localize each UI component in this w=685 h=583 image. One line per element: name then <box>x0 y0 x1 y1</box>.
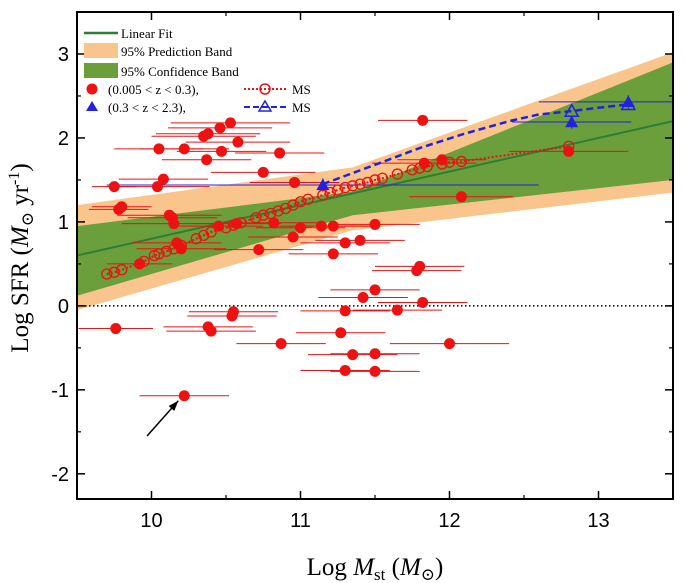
low-z-point <box>215 122 226 133</box>
annotation-arrow <box>147 401 178 436</box>
low-z-point <box>370 366 381 377</box>
low-z-point <box>456 191 467 202</box>
legend-high-z-marker <box>86 101 98 111</box>
legend-ms-low-label: MS <box>292 82 311 97</box>
low-z-point <box>414 261 425 272</box>
low-z-point <box>232 137 243 148</box>
low-z-point <box>206 326 217 337</box>
x-tick-label: 10 <box>140 510 162 532</box>
low-z-point <box>109 181 120 192</box>
low-z-point <box>203 128 214 139</box>
low-z-point <box>340 237 351 248</box>
low-z-point <box>328 221 339 232</box>
x-axis-label: Log Mst (M⊙) <box>307 554 444 583</box>
low-z-point <box>392 305 403 316</box>
low-z-point <box>153 143 164 154</box>
low-z-point <box>176 243 187 254</box>
low-z-point <box>355 235 366 246</box>
legend-confidence-swatch <box>84 63 118 78</box>
legend-ms-high-label: MS <box>292 100 311 115</box>
low-z-point <box>328 248 339 259</box>
low-z-point <box>417 115 428 126</box>
low-z-point <box>225 117 236 128</box>
legend-low-z-marker <box>87 84 98 95</box>
y-tick-label: 2 <box>58 128 69 150</box>
low-z-point <box>116 201 127 212</box>
y-tick-label: 1 <box>58 212 69 234</box>
low-z-point <box>437 154 448 165</box>
low-z-point <box>276 338 287 349</box>
y-tick-label: -2 <box>51 464 69 486</box>
low-z-point <box>370 219 381 230</box>
low-z-point <box>288 232 299 243</box>
low-z-point <box>316 221 327 232</box>
low-z-point <box>179 143 190 154</box>
low-z-point <box>340 365 351 376</box>
y-tick-label: 0 <box>58 296 69 318</box>
y-axis-label: Log SFR (M⊙ yr-1) <box>6 163 37 352</box>
low-z-point <box>179 390 190 401</box>
legend-low-z-label: (0.005 < z < 0.3), <box>108 82 199 97</box>
legend-fit-label: Linear Fit <box>121 26 173 41</box>
low-z-point <box>274 148 285 159</box>
low-z-point <box>358 292 369 303</box>
legend-prediction-label: 95% Prediction Band <box>121 44 233 59</box>
low-z-point <box>201 154 212 165</box>
low-z-point <box>168 218 179 229</box>
low-z-point <box>370 284 381 295</box>
low-z-point <box>289 177 300 188</box>
y-tick-label: -1 <box>51 380 69 402</box>
low-z-point <box>110 323 121 334</box>
low-z-point <box>340 305 351 316</box>
low-z-point <box>134 258 145 269</box>
low-z-point <box>335 327 346 338</box>
low-z-point <box>226 310 237 321</box>
low-z-point <box>563 146 574 157</box>
low-z-point <box>253 244 264 255</box>
sfr-mass-chart: 10 11 12 13-2-10123 Linear Fit 95% Predicti… <box>0 0 685 583</box>
low-z-point <box>216 146 227 157</box>
low-z-point <box>231 218 242 229</box>
y-tick-label: 3 <box>58 44 69 66</box>
low-z-point <box>444 338 455 349</box>
x-tick-label: 11 <box>290 510 311 532</box>
legend-confidence-label: 95% Confidence Band <box>121 64 239 79</box>
low-z-point <box>370 348 381 359</box>
x-tick-label: 13 <box>587 510 609 532</box>
low-z-point <box>158 174 169 185</box>
legend-prediction-swatch <box>84 43 118 58</box>
low-z-point <box>268 217 279 228</box>
x-tick-label: 12 <box>438 510 460 532</box>
low-z-point <box>295 222 306 233</box>
low-z-point <box>258 167 269 178</box>
low-z-point <box>347 349 358 360</box>
legend: Linear Fit 95% Prediction Band 95% Confi… <box>84 26 311 115</box>
low-z-point <box>417 297 428 308</box>
low-z-point <box>419 158 430 169</box>
low-z-point <box>213 221 224 232</box>
legend-high-z-label: (0.3 < z < 2.3), <box>108 100 186 115</box>
